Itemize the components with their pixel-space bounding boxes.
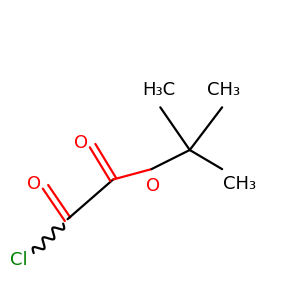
Text: Cl: Cl xyxy=(10,251,28,269)
Text: O: O xyxy=(146,177,160,195)
Text: O: O xyxy=(27,175,41,193)
Text: CH₃: CH₃ xyxy=(223,175,256,193)
Text: CH₃: CH₃ xyxy=(207,81,240,99)
Text: O: O xyxy=(74,134,88,152)
Text: H₃C: H₃C xyxy=(142,81,176,99)
